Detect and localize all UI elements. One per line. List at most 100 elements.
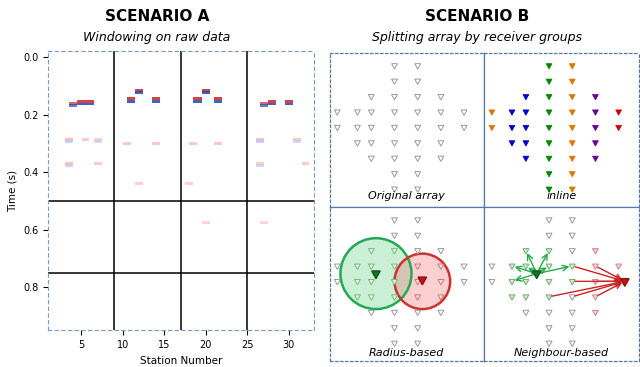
Polygon shape bbox=[438, 248, 444, 254]
Polygon shape bbox=[523, 310, 529, 316]
Polygon shape bbox=[392, 248, 397, 254]
Polygon shape bbox=[415, 63, 420, 69]
Bar bbox=[152, 97, 160, 100]
Polygon shape bbox=[570, 110, 575, 115]
Polygon shape bbox=[392, 310, 397, 316]
Polygon shape bbox=[372, 271, 380, 279]
Polygon shape bbox=[570, 248, 575, 254]
Polygon shape bbox=[546, 264, 552, 269]
Polygon shape bbox=[438, 94, 444, 100]
Polygon shape bbox=[570, 171, 575, 177]
Polygon shape bbox=[523, 94, 529, 100]
Polygon shape bbox=[509, 141, 515, 146]
Polygon shape bbox=[392, 218, 397, 223]
Polygon shape bbox=[334, 264, 340, 269]
Bar bbox=[255, 162, 264, 165]
Polygon shape bbox=[392, 156, 397, 161]
Polygon shape bbox=[593, 279, 598, 285]
Polygon shape bbox=[369, 295, 374, 300]
Bar bbox=[77, 102, 85, 105]
Polygon shape bbox=[621, 279, 629, 286]
Bar bbox=[152, 100, 160, 102]
Polygon shape bbox=[509, 110, 515, 115]
Polygon shape bbox=[369, 156, 374, 161]
Bar bbox=[268, 100, 276, 103]
Bar bbox=[214, 100, 222, 102]
Bar bbox=[65, 164, 73, 167]
Text: SCENARIO A: SCENARIO A bbox=[104, 9, 209, 24]
Polygon shape bbox=[461, 279, 467, 285]
Polygon shape bbox=[415, 295, 420, 300]
Polygon shape bbox=[355, 125, 360, 131]
Polygon shape bbox=[392, 233, 397, 239]
Polygon shape bbox=[546, 279, 552, 285]
Bar bbox=[123, 142, 131, 145]
Text: Radius-based: Radius-based bbox=[369, 348, 445, 359]
Bar bbox=[285, 100, 293, 103]
Polygon shape bbox=[546, 326, 552, 331]
Polygon shape bbox=[489, 110, 495, 115]
Polygon shape bbox=[392, 326, 397, 331]
Polygon shape bbox=[570, 341, 575, 346]
Polygon shape bbox=[546, 218, 552, 223]
Polygon shape bbox=[570, 310, 575, 316]
Bar bbox=[82, 138, 89, 141]
Bar bbox=[135, 89, 143, 92]
Polygon shape bbox=[438, 125, 444, 131]
Polygon shape bbox=[415, 218, 420, 223]
Polygon shape bbox=[523, 264, 529, 269]
Polygon shape bbox=[355, 110, 360, 115]
Polygon shape bbox=[369, 248, 374, 254]
Polygon shape bbox=[392, 187, 397, 192]
Polygon shape bbox=[593, 156, 598, 161]
Bar bbox=[189, 142, 197, 145]
Bar bbox=[301, 162, 309, 165]
Polygon shape bbox=[438, 264, 444, 269]
Polygon shape bbox=[415, 187, 420, 192]
Polygon shape bbox=[415, 141, 420, 146]
Polygon shape bbox=[392, 141, 397, 146]
Bar bbox=[152, 142, 160, 145]
Polygon shape bbox=[570, 63, 575, 69]
Polygon shape bbox=[546, 248, 552, 254]
Polygon shape bbox=[509, 279, 515, 285]
Polygon shape bbox=[369, 141, 374, 146]
Polygon shape bbox=[392, 264, 397, 269]
Bar bbox=[94, 162, 102, 165]
Polygon shape bbox=[415, 125, 420, 131]
Polygon shape bbox=[415, 233, 420, 239]
Bar bbox=[202, 89, 210, 92]
Bar bbox=[65, 162, 73, 165]
Polygon shape bbox=[593, 94, 598, 100]
Bar bbox=[255, 164, 264, 167]
Polygon shape bbox=[593, 264, 598, 269]
Bar bbox=[135, 91, 143, 94]
Polygon shape bbox=[523, 141, 529, 146]
Polygon shape bbox=[415, 248, 420, 254]
Bar bbox=[214, 142, 222, 145]
Polygon shape bbox=[570, 141, 575, 146]
Polygon shape bbox=[593, 248, 598, 254]
Bar bbox=[65, 138, 73, 141]
Polygon shape bbox=[523, 110, 529, 115]
Polygon shape bbox=[438, 141, 444, 146]
Polygon shape bbox=[489, 125, 495, 131]
Polygon shape bbox=[523, 248, 529, 254]
Polygon shape bbox=[392, 279, 397, 285]
Bar bbox=[255, 140, 264, 143]
Text: Original array: Original array bbox=[369, 191, 445, 201]
Polygon shape bbox=[546, 94, 552, 100]
Polygon shape bbox=[415, 279, 420, 285]
Polygon shape bbox=[593, 125, 598, 131]
Polygon shape bbox=[523, 295, 529, 300]
Polygon shape bbox=[438, 295, 444, 300]
Bar bbox=[85, 100, 93, 103]
Text: SCENARIO B: SCENARIO B bbox=[425, 9, 529, 24]
Circle shape bbox=[340, 238, 412, 309]
Polygon shape bbox=[438, 156, 444, 161]
Bar bbox=[255, 138, 264, 141]
Polygon shape bbox=[355, 279, 360, 285]
Polygon shape bbox=[369, 125, 374, 131]
Polygon shape bbox=[369, 310, 374, 316]
Polygon shape bbox=[369, 94, 374, 100]
